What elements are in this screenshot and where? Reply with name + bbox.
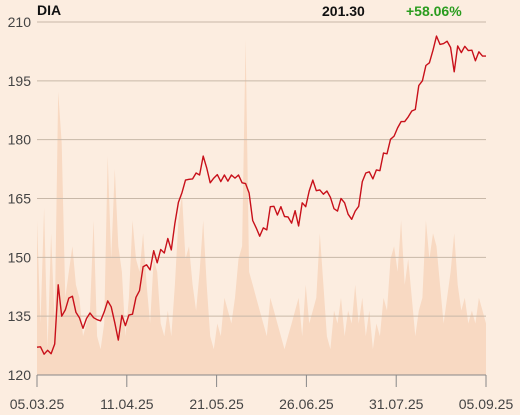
x-tick-label: 26.06.25 [279, 396, 334, 412]
x-tick-label: 05.09.25 [459, 396, 514, 412]
y-tick-label: 150 [8, 249, 32, 265]
y-tick-label: 135 [8, 308, 32, 324]
y-tick-label: 195 [8, 73, 32, 89]
price-line [36, 35, 486, 355]
y-tick-label: 120 [8, 367, 32, 383]
x-tick-label: 21.05.25 [189, 396, 244, 412]
price-change: +58.06% [406, 3, 462, 19]
volume-layer [37, 40, 486, 375]
y-tick-label: 180 [8, 132, 32, 148]
y-tick-label: 210 [8, 14, 32, 30]
chart-header: DIA 201.30 +58.06% [0, 0, 520, 22]
y-tick-label: 165 [8, 191, 32, 207]
x-tick-label: 05.03.25 [10, 396, 65, 412]
ticker-symbol: DIA [37, 2, 62, 18]
last-price: 201.30 [322, 3, 365, 19]
line-layer [36, 35, 486, 355]
volume-area [37, 40, 486, 375]
x-tick-label: 31.07.25 [369, 396, 424, 412]
axis-layer: 120 135 150 165 180 195 210 05.03.25 11.04.25 21.… [8, 14, 514, 412]
x-tick-label: 11.04.25 [100, 396, 154, 412]
